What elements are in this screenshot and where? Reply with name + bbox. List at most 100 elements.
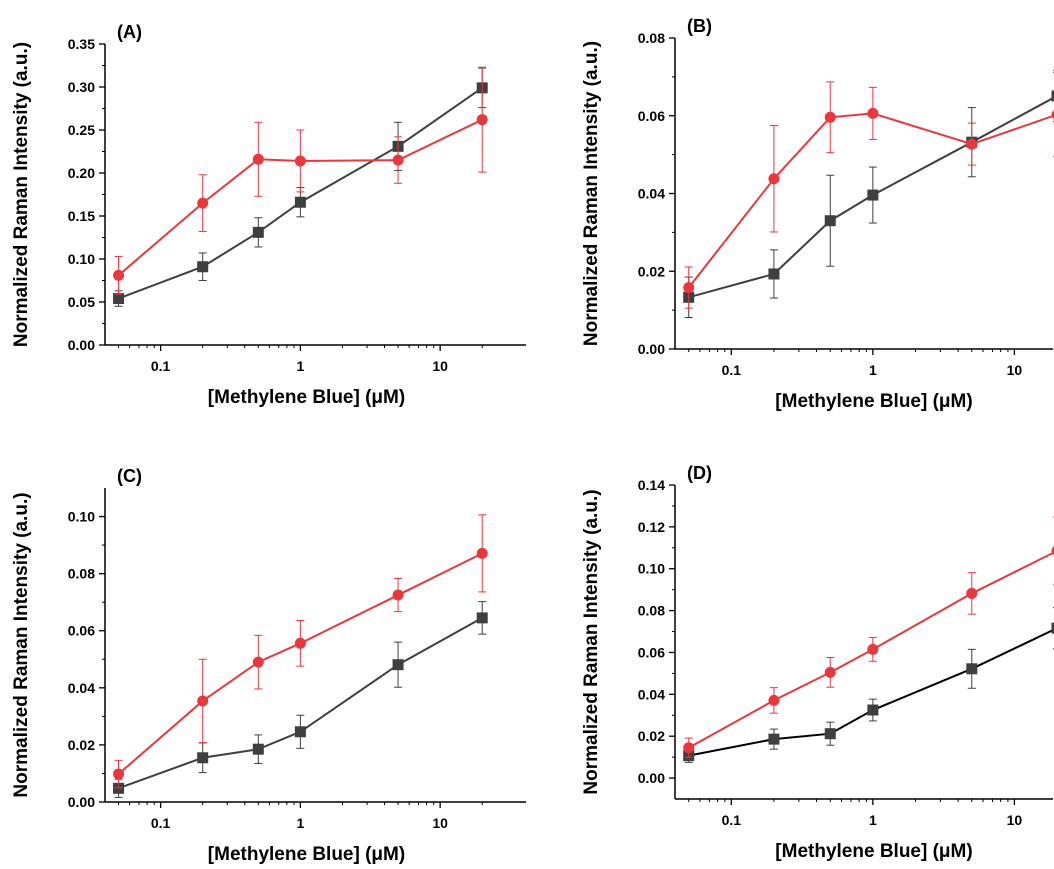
data-point-square (113, 782, 125, 794)
y-tick-label: 0.35 (68, 36, 95, 52)
y-tick-label: 0.08 (638, 30, 665, 46)
y-tick-label: 0.12 (638, 519, 665, 535)
data-point-circle (683, 282, 695, 294)
series-line (688, 96, 1054, 299)
data-point-circle (966, 138, 978, 150)
y-tick-label: 0.10 (68, 509, 95, 525)
data-point-square (966, 663, 978, 675)
panel-label: (B) (687, 16, 712, 36)
data-point-circle (392, 589, 404, 601)
data-point-circle (1051, 546, 1054, 556)
y-tick-label: 0.05 (68, 294, 95, 310)
data-point-circle (252, 656, 264, 668)
y-tick-label: 0.06 (638, 108, 665, 124)
data-point-square (392, 659, 404, 671)
y-tick-label: 0.04 (68, 680, 95, 696)
series-line (687, 112, 1054, 289)
data-point-circle (476, 547, 488, 559)
data-point-circle (392, 154, 404, 166)
data-point-square (252, 226, 264, 238)
y-tick-label: 0.02 (638, 728, 665, 744)
data-point-circle (113, 768, 125, 780)
y-tick-label: 0.00 (638, 341, 665, 357)
data-point-circle (824, 666, 836, 678)
series-red (683, 72, 1054, 309)
y-tick-label: 0.00 (638, 770, 665, 786)
series-red (683, 516, 1054, 758)
series-red (113, 514, 488, 789)
y-axis-title: Normalized Raman Intensity (a.u.) (11, 492, 32, 797)
x-tick-label: 0.1 (151, 358, 171, 374)
y-tick-label: 0.02 (638, 263, 665, 279)
data-point-circle (824, 111, 836, 123)
x-tick-label: 0.1 (151, 815, 171, 831)
data-point-square (113, 293, 125, 305)
data-point-square (867, 189, 879, 201)
y-tick-label: 0.02 (68, 737, 95, 753)
y-tick-label: 0.25 (68, 122, 95, 138)
y-tick-label: 0.20 (68, 165, 95, 181)
data-point-circle (197, 197, 209, 209)
data-point-square (294, 196, 306, 208)
x-tick-label: 0.1 (722, 362, 742, 378)
y-tick-label: 0.06 (638, 644, 665, 660)
y-tick-label: 0.04 (638, 186, 665, 202)
series-gray (683, 69, 1054, 319)
data-point-circle (768, 173, 780, 185)
data-point-square (867, 704, 879, 716)
chart-panel-a: 0.00 0.05 0.10 0.15 0.20 0.25 0.30 0.35 0.1 1 10 [M… (0, 0, 527, 434)
y-tick-label: 0.15 (68, 208, 95, 224)
x-tick-label: 1 (869, 362, 877, 378)
data-point-circle (252, 153, 264, 165)
x-axis-title: [Methylene Blue] (μM) (775, 841, 972, 862)
data-point-square (197, 752, 209, 764)
chart-panel-b: 0.00 0.02 0.04 0.06 0.08 0.1 1 10 [Methylene Blu… (527, 0, 1054, 434)
x-axis-title: [Methylene Blue] (μM) (208, 844, 405, 865)
data-point-square (197, 261, 209, 273)
data-point-circle (683, 742, 695, 754)
data-point-circle (113, 269, 125, 281)
data-point-circle (867, 107, 879, 119)
series-red (113, 66, 488, 295)
data-point-square (476, 612, 488, 624)
chart-panel-c: 0.00 0.02 0.04 0.06 0.08 0.10 0.1 1 10 [Methylene… (0, 434, 527, 868)
y-tick-label: 0.30 (68, 79, 95, 95)
series-gray (113, 601, 488, 798)
panel-label: (C) (117, 466, 142, 486)
y-axis-title: Normalized Raman Intensity (a.u.) (581, 41, 602, 346)
data-point-circle (768, 694, 780, 706)
chart-svg: 0.00 0.02 0.04 0.06 0.08 0.1 1 10 [Methylene Blu… (581, 16, 1054, 412)
series-line (118, 617, 483, 790)
y-tick-label: 0.00 (68, 794, 95, 810)
series-line (118, 87, 483, 300)
y-tick-label: 0.10 (68, 251, 95, 267)
data-point-square (824, 728, 836, 740)
x-tick-label: 1 (869, 812, 877, 828)
data-point-square (824, 215, 836, 227)
chart-panel-d: 0.00 0.02 0.04 0.06 0.08 0.10 0.12 0.14 0.1 1 10 [M… (527, 434, 1054, 868)
x-axis-title: [Methylene Blue] (μM) (775, 391, 972, 412)
y-tick-label: 0.06 (68, 623, 95, 639)
x-tick-label: 0.1 (722, 812, 742, 828)
y-tick-label: 0.14 (638, 477, 665, 493)
data-point-circle (1051, 109, 1054, 120)
y-tick-label: 0.04 (638, 686, 665, 702)
data-point-square (294, 726, 306, 738)
data-point-circle (476, 114, 488, 126)
x-tick-label: 10 (432, 358, 448, 374)
data-point-square (768, 733, 780, 745)
series-line (688, 628, 1054, 757)
series-gray (683, 607, 1054, 763)
x-tick-label: 10 (1007, 812, 1023, 828)
series-line (117, 552, 483, 775)
data-point-square (252, 743, 264, 755)
data-point-circle (197, 695, 209, 707)
panel-label: (A) (117, 22, 142, 42)
y-axis-title: Normalized Raman Intensity (a.u.) (581, 489, 602, 794)
y-tick-label: 0.08 (68, 566, 95, 582)
data-point-circle (294, 637, 306, 649)
data-point-circle (294, 155, 306, 167)
y-axis-title: Normalized Raman Intensity (a.u.) (11, 42, 32, 347)
x-tick-label: 1 (296, 815, 304, 831)
